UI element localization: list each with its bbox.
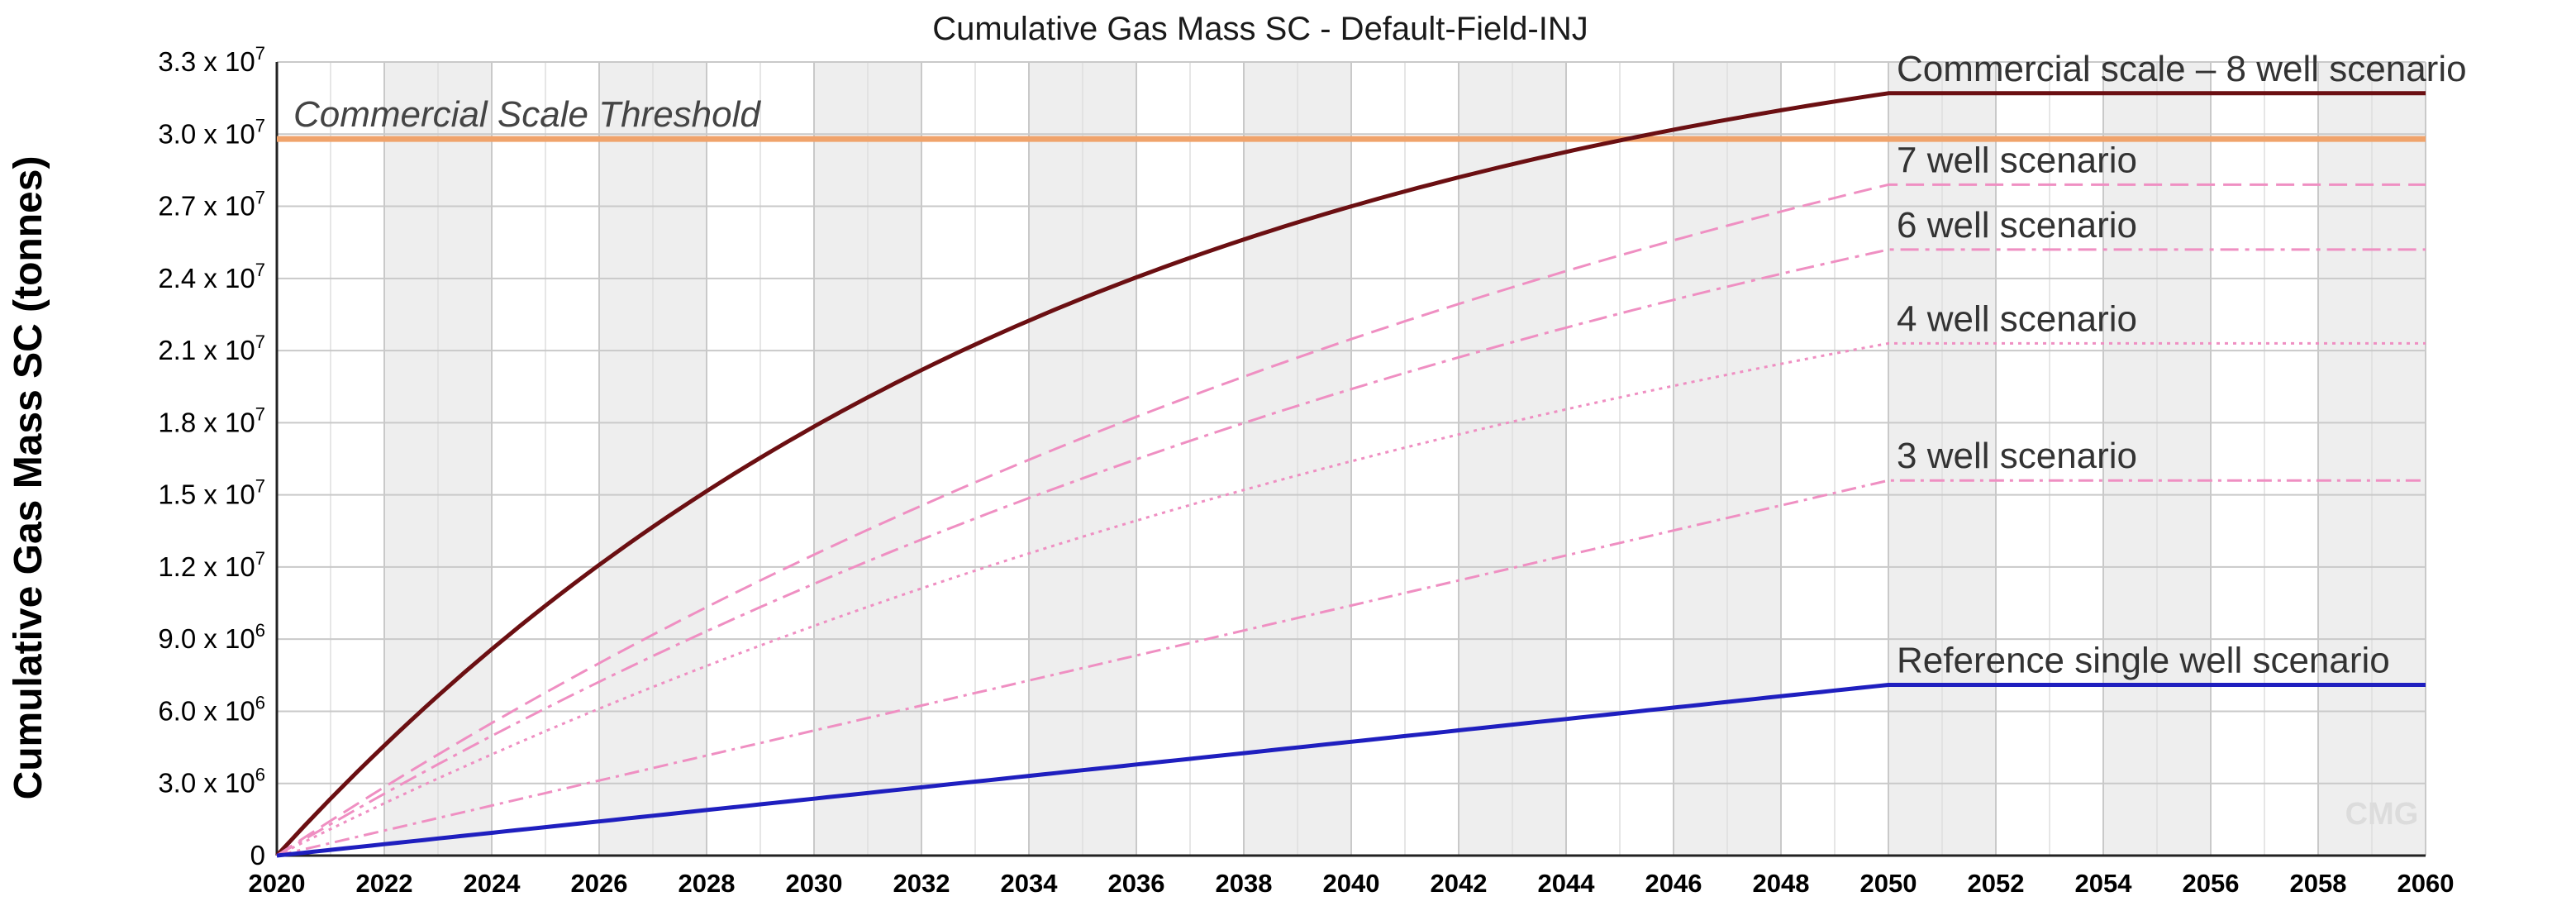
x-tick-label: 2026 — [571, 869, 628, 898]
y-axis-label: Cumulative Gas Mass SC (tonnes) — [7, 156, 50, 800]
x-tick-label: 2042 — [1431, 869, 1488, 898]
y-tick-label: 3.3 x 107 — [158, 43, 265, 77]
y-tick-label: 1.5 x 107 — [158, 476, 265, 510]
y-tick-label: 2.1 x 107 — [158, 331, 265, 365]
series-label: 6 well scenario — [1897, 205, 2137, 246]
series-line — [275, 91, 2426, 857]
x-tick-labels: 2020 2022 2024 2026 2028 2030 2032 2034 2036 2038… — [249, 869, 2455, 898]
y-tick-label: 6.0 x 106 — [158, 692, 265, 726]
y-tick-label: 1.2 x 107 — [158, 548, 265, 582]
x-tick-label: 2020 — [249, 869, 306, 898]
threshold-group: Commercial Scale Threshold — [277, 94, 2426, 142]
y-tick-label: 2.4 x 107 — [158, 260, 265, 293]
series-label: 3 well scenario — [1897, 436, 2137, 476]
x-tick-label: 2032 — [893, 869, 950, 898]
y-tick-label: 1.8 x 107 — [158, 403, 265, 437]
series-line — [276, 248, 2426, 857]
series-group — [275, 91, 2426, 858]
series-line — [276, 183, 2426, 857]
x-tick-label: 2040 — [1323, 869, 1380, 898]
x-tick-label: 2034 — [1001, 869, 1059, 898]
series-label: 4 well scenario — [1897, 298, 2137, 339]
series-labels: Commercial scale – 8 well scenario 7 well… — [1897, 49, 2467, 681]
axes — [275, 62, 2426, 857]
x-tick-label: 2050 — [1860, 869, 1917, 898]
y-tick-label: 3.0 x 106 — [158, 765, 265, 799]
y-tick-labels: 0 3.0 x 106 6.0 x 106 9.0 x 106 1.2 x 107 1.5… — [158, 43, 265, 870]
series-label: Reference single well scenario — [1897, 640, 2390, 680]
x-tick-label: 2060 — [2397, 869, 2455, 898]
x-tick-label: 2044 — [1538, 869, 1596, 898]
series-label: Commercial scale – 8 well scenario — [1897, 49, 2467, 89]
x-tick-label: 2028 — [679, 869, 736, 898]
x-tick-label: 2022 — [356, 869, 413, 898]
threshold-label: Commercial Scale Threshold — [293, 94, 761, 135]
x-tick-label: 2058 — [2290, 869, 2347, 898]
series-line — [276, 683, 2426, 858]
y-tick-label: 9.0 x 106 — [158, 620, 265, 654]
x-tick-label: 2052 — [1968, 869, 2025, 898]
x-tick-label: 2048 — [1753, 869, 1810, 898]
y-tick-label: 2.7 x 107 — [158, 188, 265, 222]
x-tick-label: 2056 — [2183, 869, 2240, 898]
series-line — [276, 479, 2426, 857]
x-tick-label: 2024 — [464, 869, 521, 898]
x-tick-label: 2054 — [2075, 869, 2133, 898]
series-label: 7 well scenario — [1897, 140, 2137, 180]
x-tick-label: 2030 — [786, 869, 843, 898]
x-tick-label: 2036 — [1108, 869, 1165, 898]
x-tick-label: 2046 — [1645, 869, 1702, 898]
y-tick-label: 3.0 x 107 — [158, 115, 265, 149]
watermark-logo: CMG — [2345, 797, 2419, 832]
x-tick-label: 2038 — [1216, 869, 1273, 898]
chart-title: Cumulative Gas Mass SC - Default-Field-I… — [932, 11, 1588, 47]
y-tick-label: 0 — [250, 840, 265, 870]
